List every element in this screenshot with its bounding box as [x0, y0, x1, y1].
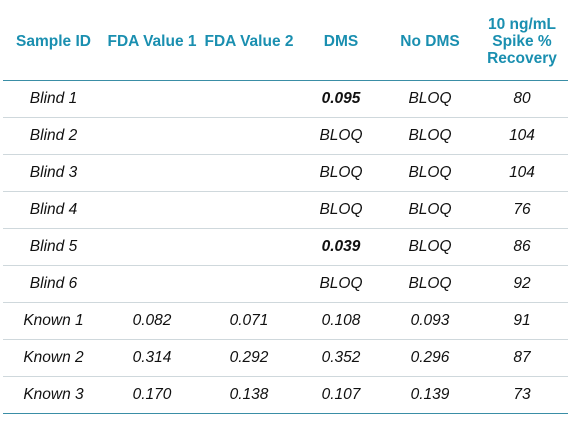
cell-no-dms: BLOQ: [384, 80, 476, 118]
cell-fda-value-1: 0.082: [104, 302, 200, 340]
cell-spike-recovery: 92: [476, 265, 568, 303]
cell-dms: 0.107: [298, 376, 384, 414]
cell-dms: 0.095: [298, 80, 384, 118]
cell-spike-recovery: 104: [476, 117, 568, 155]
cell-sample-id: Blind 2: [3, 117, 104, 155]
cell-no-dms: BLOQ: [384, 191, 476, 229]
results-table: Sample ID FDA Value 1 FDA Value 2 DMS No…: [3, 3, 568, 414]
header-sample-id: Sample ID: [3, 3, 104, 81]
table-row: Known 2 0.314 0.292 0.352 0.296 87: [3, 339, 568, 377]
cell-fda-value-1: [104, 265, 200, 303]
cell-no-dms: BLOQ: [384, 117, 476, 155]
header-dms: DMS: [298, 3, 384, 81]
cell-sample-id: Known 3: [3, 376, 104, 414]
cell-no-dms: BLOQ: [384, 228, 476, 266]
cell-spike-recovery: 104: [476, 154, 568, 192]
header-spike-recovery: 10 ng/mL Spike % Recovery: [476, 3, 568, 81]
header-row: Sample ID FDA Value 1 FDA Value 2 DMS No…: [3, 3, 568, 81]
cell-dms: BLOQ: [298, 265, 384, 303]
cell-sample-id: Blind 1: [3, 80, 104, 118]
cell-sample-id: Blind 3: [3, 154, 104, 192]
cell-fda-value-1: [104, 228, 200, 266]
header-fda-value-2: FDA Value 2: [200, 3, 298, 81]
cell-spike-recovery: 87: [476, 339, 568, 377]
table-row: Blind 5 0.039 BLOQ 86: [3, 228, 568, 266]
cell-fda-value-2: 0.071: [200, 302, 298, 340]
cell-dms: BLOQ: [298, 117, 384, 155]
cell-sample-id: Blind 4: [3, 191, 104, 229]
cell-fda-value-2: 0.138: [200, 376, 298, 414]
cell-spike-recovery: 80: [476, 80, 568, 118]
cell-spike-recovery: 86: [476, 228, 568, 266]
cell-no-dms: BLOQ: [384, 154, 476, 192]
table-row: Known 3 0.170 0.138 0.107 0.139 73: [3, 376, 568, 414]
cell-dms: 0.352: [298, 339, 384, 377]
cell-fda-value-2: [200, 265, 298, 303]
cell-sample-id: Blind 6: [3, 265, 104, 303]
table-row: Blind 6 BLOQ BLOQ 92: [3, 265, 568, 303]
cell-fda-value-1: [104, 80, 200, 118]
cell-fda-value-2: [200, 80, 298, 118]
table-header: Sample ID FDA Value 1 FDA Value 2 DMS No…: [3, 3, 568, 81]
cell-fda-value-1: [104, 191, 200, 229]
table-row: Blind 2 BLOQ BLOQ 104: [3, 117, 568, 155]
cell-fda-value-2: 0.292: [200, 339, 298, 377]
cell-fda-value-1: [104, 117, 200, 155]
results-table-container: Sample ID FDA Value 1 FDA Value 2 DMS No…: [3, 3, 568, 414]
header-no-dms: No DMS: [384, 3, 476, 81]
cell-spike-recovery: 91: [476, 302, 568, 340]
table-row: Blind 1 0.095 BLOQ 80: [3, 80, 568, 118]
cell-no-dms: 0.139: [384, 376, 476, 414]
cell-spike-recovery: 76: [476, 191, 568, 229]
cell-fda-value-1: [104, 154, 200, 192]
table-body: Blind 1 0.095 BLOQ 80 Blind 2 BLOQ BLOQ …: [3, 80, 568, 414]
cell-fda-value-2: [200, 228, 298, 266]
cell-fda-value-1: 0.314: [104, 339, 200, 377]
cell-dms: BLOQ: [298, 191, 384, 229]
table-row: Blind 3 BLOQ BLOQ 104: [3, 154, 568, 192]
header-fda-value-1: FDA Value 1: [104, 3, 200, 81]
table-row: Known 1 0.082 0.071 0.108 0.093 91: [3, 302, 568, 340]
cell-fda-value-2: [200, 191, 298, 229]
cell-sample-id: Known 1: [3, 302, 104, 340]
cell-fda-value-2: [200, 117, 298, 155]
cell-spike-recovery: 73: [476, 376, 568, 414]
cell-dms: 0.108: [298, 302, 384, 340]
cell-no-dms: BLOQ: [384, 265, 476, 303]
cell-dms: 0.039: [298, 228, 384, 266]
cell-sample-id: Blind 5: [3, 228, 104, 266]
cell-no-dms: 0.093: [384, 302, 476, 340]
cell-fda-value-2: [200, 154, 298, 192]
cell-sample-id: Known 2: [3, 339, 104, 377]
cell-fda-value-1: 0.170: [104, 376, 200, 414]
table-row: Blind 4 BLOQ BLOQ 76: [3, 191, 568, 229]
cell-no-dms: 0.296: [384, 339, 476, 377]
cell-dms: BLOQ: [298, 154, 384, 192]
